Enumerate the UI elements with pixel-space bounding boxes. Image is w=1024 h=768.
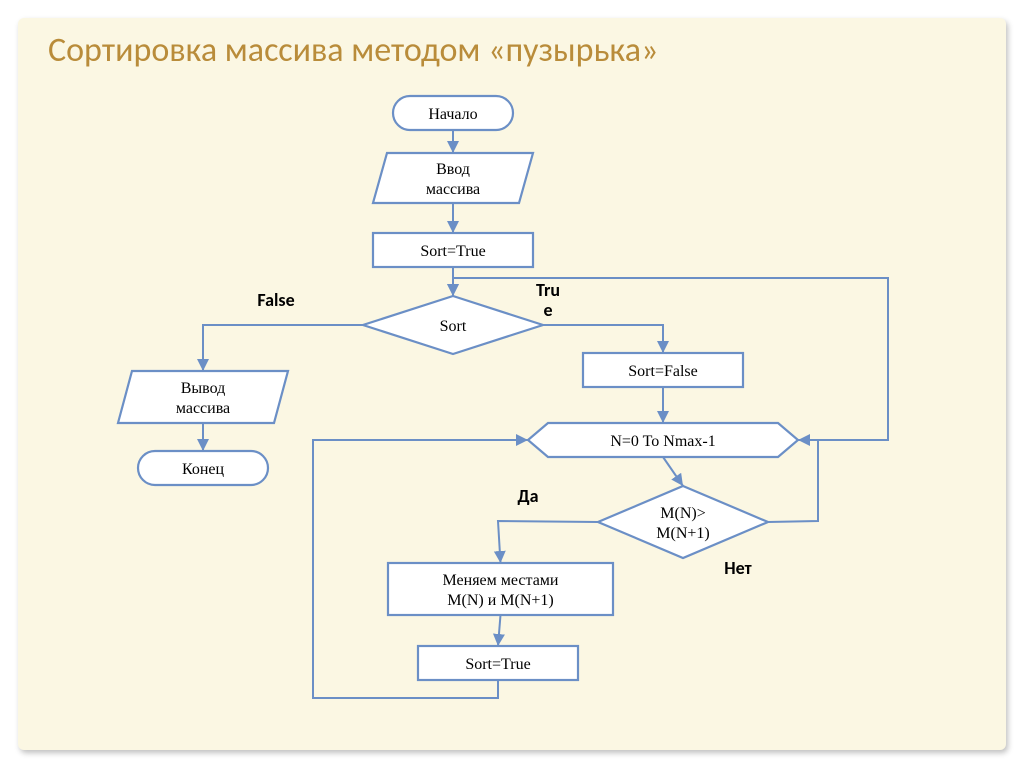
- node-start: Начало: [393, 96, 513, 130]
- svg-text:Tru: Tru: [536, 279, 560, 301]
- svg-text:Sort=True: Sort=True: [420, 243, 485, 260]
- svg-text:Sort=False: Sort=False: [628, 363, 697, 380]
- node-sortT2: Sort=True: [418, 646, 578, 680]
- svg-text:False: False: [257, 289, 294, 311]
- node-end: Конец: [138, 451, 268, 485]
- svg-text:Меняем местами: Меняем местами: [443, 572, 559, 589]
- node-dec: Sort: [363, 296, 543, 354]
- svg-text:Ввод: Ввод: [436, 161, 470, 178]
- svg-text:Начало: Начало: [428, 106, 477, 123]
- node-cmp: M(N)> M(N+1): [598, 486, 768, 558]
- svg-text:Вывод: Вывод: [181, 380, 226, 397]
- svg-text:N=0 To Nmax-1: N=0 To Nmax-1: [610, 433, 715, 450]
- node-loop: N=0 To Nmax-1: [528, 423, 798, 457]
- svg-text:Sort: Sort: [440, 318, 467, 335]
- node-sortF: Sort=False: [583, 353, 743, 387]
- svg-text:M(N+1): M(N+1): [656, 525, 709, 542]
- node-sortT: Sort=True: [373, 233, 533, 267]
- svg-text:Нет: Нет: [724, 557, 751, 579]
- svg-text:e: e: [543, 299, 552, 321]
- svg-text:Да: Да: [518, 485, 539, 507]
- page-title: Сортировка массива методом «пузырька»: [48, 30, 658, 71]
- node-input: Ввод массива: [373, 153, 533, 203]
- svg-text:Sort=True: Sort=True: [465, 656, 530, 673]
- svg-text:массива: массива: [426, 181, 480, 198]
- node-swap: Меняем местами M(N) и M(N+1): [388, 563, 613, 615]
- node-out: Вывод массива: [118, 371, 288, 423]
- svg-text:M(N)>: M(N)>: [660, 505, 705, 522]
- svg-text:массива: массива: [176, 400, 230, 417]
- svg-text:M(N) и M(N+1): M(N) и M(N+1): [447, 592, 553, 609]
- flowchart: Начало Ввод массива Sort=True Sort Вывод масси…: [18, 18, 1006, 750]
- svg-text:Конец: Конец: [182, 461, 225, 478]
